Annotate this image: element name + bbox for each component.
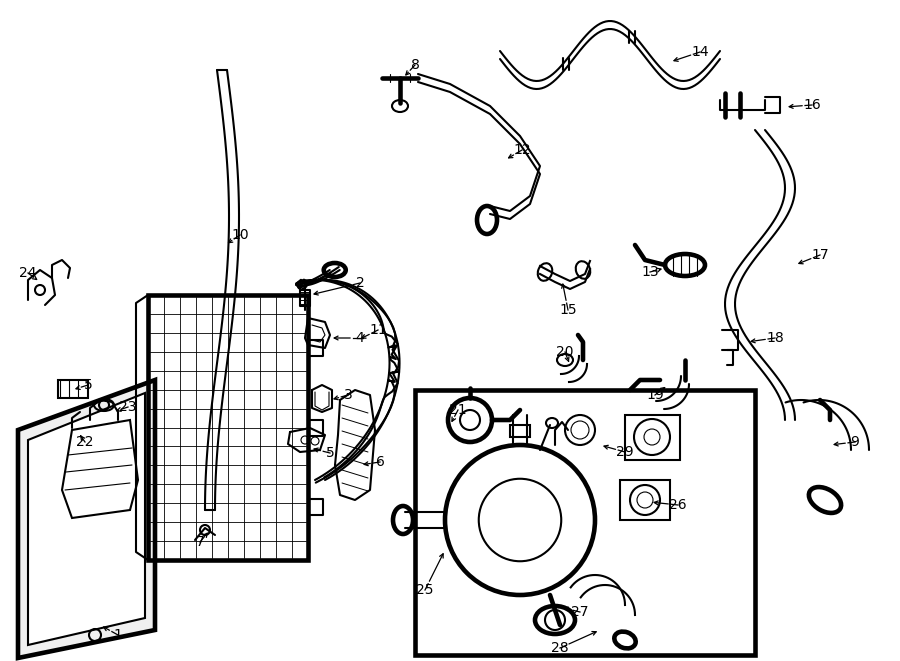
Bar (58, 380, 88, 398)
Text: 14: 14 (691, 45, 709, 59)
Text: 7: 7 (195, 535, 204, 549)
Text: 23: 23 (119, 400, 137, 414)
Text: 26: 26 (670, 498, 687, 512)
Text: 8: 8 (410, 58, 419, 72)
Bar (620, 480, 670, 520)
Text: 11: 11 (369, 323, 387, 337)
Text: 1: 1 (113, 628, 122, 642)
Text: 16: 16 (803, 98, 821, 112)
Text: 28: 28 (551, 641, 569, 655)
Text: 21: 21 (449, 403, 467, 417)
Text: 15: 15 (559, 303, 577, 317)
Text: 17: 17 (811, 248, 829, 262)
Text: 9: 9 (850, 435, 860, 449)
Text: 25: 25 (416, 583, 434, 597)
Bar (510, 425, 530, 437)
Text: 12: 12 (513, 143, 531, 157)
Bar (625, 415, 680, 460)
Text: 5: 5 (84, 378, 93, 392)
Bar (415, 390, 755, 655)
Text: 2: 2 (356, 276, 364, 290)
Text: 18: 18 (766, 331, 784, 345)
Text: 24: 24 (19, 266, 37, 280)
Text: 6: 6 (375, 455, 384, 469)
Text: 5: 5 (326, 446, 335, 460)
Text: 3: 3 (344, 388, 353, 402)
Bar (148, 295, 308, 560)
Text: 4: 4 (356, 331, 364, 345)
Polygon shape (18, 380, 155, 658)
Text: 13: 13 (641, 265, 659, 279)
Text: 20: 20 (556, 345, 574, 359)
Text: 22: 22 (76, 435, 94, 449)
Text: 27: 27 (572, 605, 589, 619)
Text: 10: 10 (231, 228, 248, 242)
Polygon shape (28, 393, 145, 645)
Text: 29: 29 (616, 445, 634, 459)
Text: 19: 19 (646, 388, 664, 402)
